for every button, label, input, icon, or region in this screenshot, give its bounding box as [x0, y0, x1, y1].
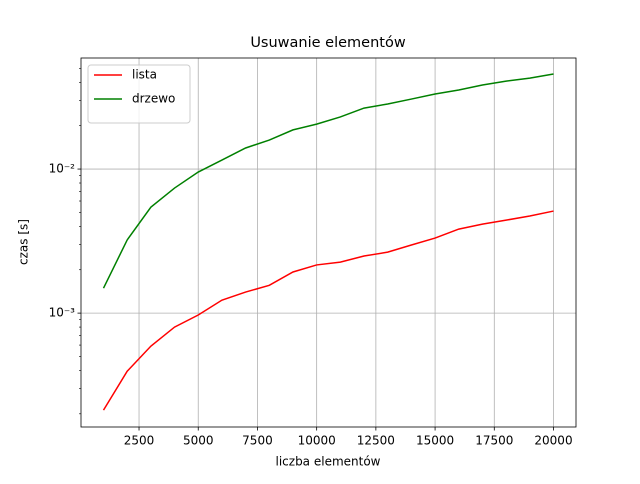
y-tick-label: 10⁻² [49, 162, 76, 176]
x-tick-label: 7500 [242, 434, 273, 448]
x-tick-label: 5000 [183, 434, 214, 448]
x-tick-label: 20000 [534, 434, 572, 448]
legend-label: drzewo [132, 92, 175, 106]
x-tick-label: 12500 [357, 434, 395, 448]
y-tick-label: 10⁻³ [49, 306, 76, 320]
x-tick-label: 2500 [124, 434, 155, 448]
x-axis-label: liczba elementów [276, 455, 381, 469]
x-tick-label: 10000 [298, 434, 336, 448]
legend-label: lista [132, 68, 157, 82]
chart-title: Usuwanie elementów [250, 35, 406, 51]
x-tick-label: 15000 [416, 434, 454, 448]
legend-box [87, 64, 191, 124]
series-line [102, 73, 554, 289]
x-tick-label: 17500 [475, 434, 513, 448]
y-axis-label: czas [s] [17, 219, 31, 265]
axes-frame [80, 57, 577, 428]
series-line [102, 210, 554, 411]
